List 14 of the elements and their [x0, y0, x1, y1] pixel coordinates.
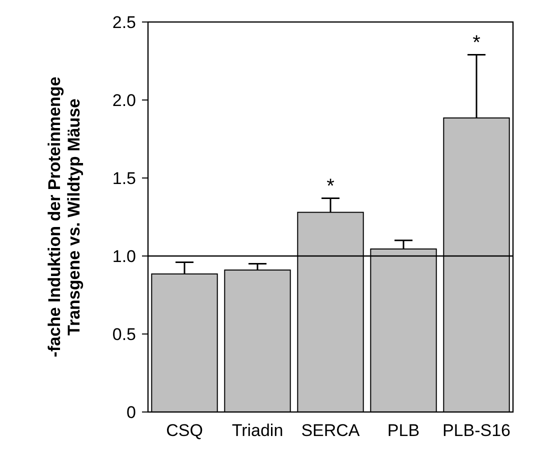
y-axis-title: -fache Induktion der Proteinmenge Transgene vs. Wildtyp Mäuse	[45, 76, 84, 358]
y-tick-label: 0.5	[112, 324, 136, 344]
y-tick-label: 2.0	[112, 90, 136, 110]
x-tick-label: PLB	[387, 421, 420, 440]
x-tick-label: SERCA	[301, 421, 360, 440]
annotation: *	[326, 175, 335, 198]
y-tick-label: 0	[126, 402, 136, 422]
x-tick-label: Triadin	[232, 421, 284, 440]
annotation: *	[472, 32, 481, 54]
x-tick-label: PLB-S16	[442, 421, 511, 440]
y-tick-label: 1.0	[112, 246, 136, 266]
y-tick-label: 1.5	[112, 168, 136, 188]
y-tick-label: 2.5	[112, 12, 136, 32]
x-tick-label: CSQ	[166, 421, 203, 440]
